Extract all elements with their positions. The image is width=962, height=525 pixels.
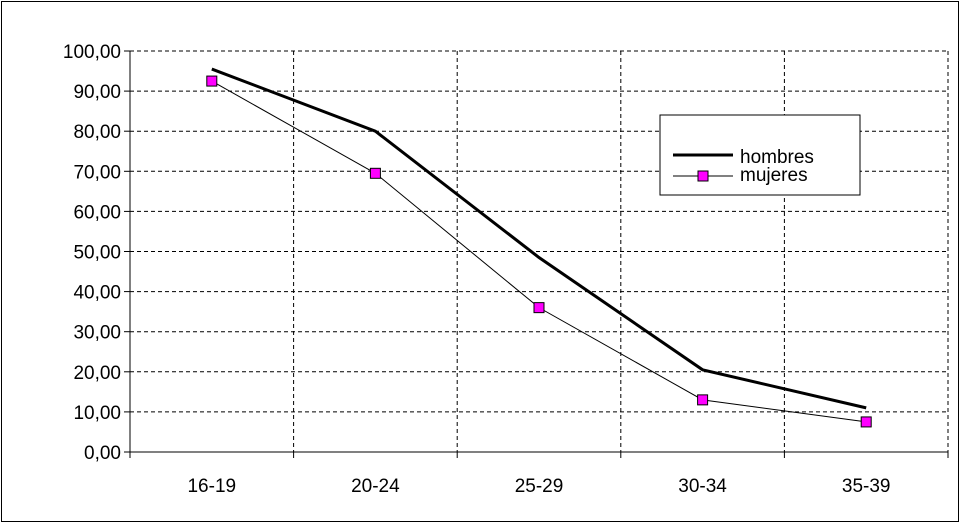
y-tick-label: 30,00 [73,323,121,344]
y-tick-label: 90,00 [73,82,121,103]
x-tick-label: 35-39 [842,476,891,497]
data-point-mujeres [533,302,545,314]
y-tick-label: 100,00 [63,42,121,63]
x-tick-label: 25-29 [515,476,564,497]
x-tick-label: 16-19 [187,476,236,497]
legend-label-hombres: hombres [740,147,814,168]
data-point-mujeres [206,75,218,87]
data-point-mujeres [860,416,872,428]
x-tick-label: 30-34 [678,476,727,497]
x-tick-label: 20-24 [351,476,400,497]
series-line-hombres [211,67,867,410]
legend: hombres mujeres [659,114,861,196]
series [206,67,872,428]
grid [130,50,949,452]
y-tick-label: 80,00 [73,122,121,143]
y-tick-label: 40,00 [73,283,121,304]
axes: 0,00 10,00 20,00 30,00 40,00 50,00 60,00 70,00 8… [63,42,949,497]
data-point-mujeres [369,167,381,179]
y-tick-label: 50,00 [73,243,121,264]
y-tick-label: 10,00 [73,403,121,424]
y-tick-label: 70,00 [73,162,121,183]
y-tick-label: 0,00 [84,443,121,464]
y-tick-label: 20,00 [73,363,121,384]
y-tick-label: 60,00 [73,202,121,223]
legend-marker-mujeres [697,170,709,182]
data-point-mujeres [697,394,709,406]
legend-label-mujeres: mujeres [740,165,808,186]
